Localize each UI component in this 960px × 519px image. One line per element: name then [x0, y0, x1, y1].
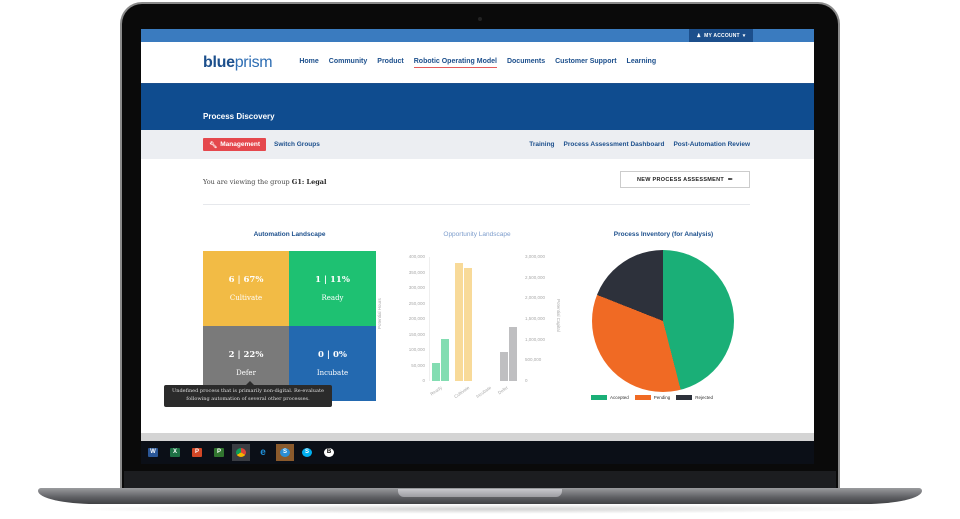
my-account-button[interactable]: ♟ MY ACCOUNT ▾	[689, 29, 753, 42]
legend-swatch	[591, 395, 607, 401]
training-link[interactable]: Training	[529, 141, 555, 148]
laptop-chin	[124, 471, 836, 490]
internet-explorer-icon: e	[260, 447, 266, 458]
management-button[interactable]: 🔧︎ Management	[203, 138, 266, 151]
switch-groups-link[interactable]: Switch Groups	[274, 141, 320, 148]
automation-landscape-title: Automation Landscape	[253, 231, 326, 238]
y-tick-label: 50,000	[411, 362, 425, 368]
taskbar-excel[interactable]: X	[166, 444, 184, 461]
opportunity-bar-chart	[429, 257, 519, 381]
y-tick-label: 200,000	[408, 316, 425, 321]
y2-tick-label: 2,000,000	[525, 295, 546, 301]
nav-home[interactable]: Home	[299, 57, 319, 65]
y2-tick-label: 0	[525, 378, 528, 383]
taskbar-powerpoint[interactable]: P	[188, 444, 206, 461]
main-nav: Home Community Product Robotic Operating…	[299, 58, 656, 68]
taskbar-project[interactable]: P	[210, 444, 228, 461]
word-icon: W	[148, 448, 158, 457]
bar-defer-hours[interactable]	[499, 351, 508, 381]
nav-documents[interactable]: Documents	[506, 57, 546, 65]
screen: ♟ MY ACCOUNT ▾ blueprism Home Community …	[141, 29, 814, 464]
wrench-icon: 🔧︎	[209, 141, 218, 149]
laptop-shadow	[60, 504, 900, 514]
page-title: Process Discovery	[203, 112, 275, 121]
opportunity-landscape-title: Opportunity Landscape	[443, 231, 511, 238]
x-tick-label: Incubate	[475, 385, 493, 399]
process-inventory-pie-chart[interactable]	[592, 250, 734, 392]
y-tick-label: 250,000	[408, 300, 425, 306]
horizontal-scrollbar[interactable]	[141, 433, 814, 441]
taskbar-chrome[interactable]	[232, 444, 250, 461]
y-axis-label-right: Potential Capital	[556, 299, 561, 332]
nav-customer-support[interactable]: Customer Support	[555, 57, 617, 65]
cell-ready[interactable]: 1 | 11% Ready	[289, 251, 376, 326]
pencil-icon: ✏︎	[728, 176, 733, 183]
pie-legend: Accepted Pending Rejected	[591, 395, 713, 401]
process-assessment-dashboard-link[interactable]: Process Assessment Dashboard	[563, 141, 665, 148]
legend-swatch	[676, 395, 693, 401]
skype-icon: S	[302, 448, 312, 457]
y-tick-label: 300,000	[408, 285, 425, 290]
legend-item-pending[interactable]: Pending	[634, 395, 670, 401]
legend-item-accepted[interactable]: Accepted	[591, 395, 629, 401]
project-icon: P	[214, 448, 224, 457]
automation-landscape-matrix: 6 | 67% Cultivate 1 | 11% Ready 2 | 22% …	[203, 251, 376, 401]
y-tick-label: 100,000	[408, 347, 425, 352]
other-app-icon: B	[324, 448, 334, 457]
defer-tooltip: Undefined process that is primarily non-…	[164, 381, 332, 407]
chrome-icon	[236, 448, 246, 457]
cell-cultivate[interactable]: 6 | 67% Cultivate	[203, 251, 289, 326]
taskbar-word[interactable]: W	[144, 444, 162, 461]
powerpoint-icon: P	[192, 448, 202, 457]
x-tick-label: Ready	[429, 385, 443, 397]
legend-item-rejected[interactable]: Rejected	[676, 395, 713, 401]
y-tick-label: 150,000	[408, 331, 425, 337]
skype-business-icon: S	[280, 448, 290, 457]
blueprism-logo[interactable]: blueprism	[203, 53, 273, 71]
y-tick-label: 0	[422, 378, 425, 383]
caret-down-icon: ▾	[742, 32, 746, 39]
bar-ready-hours[interactable]	[432, 363, 440, 381]
x-tick-label: Cultivate	[452, 385, 470, 400]
bar-cultivate-capital[interactable]	[463, 267, 472, 381]
taskbar-skype[interactable]: S	[298, 444, 316, 461]
taskbar-internet-explorer[interactable]: e	[254, 444, 272, 461]
bar-ready-capital[interactable]	[441, 339, 449, 381]
taskbar-other-app[interactable]: B	[320, 444, 338, 461]
y2-tick-label: 2,500,000	[525, 274, 546, 280]
post-automation-review-link[interactable]: Post-Automation Review	[673, 141, 750, 148]
y-tick-label: 400,000	[408, 254, 425, 259]
y2-tick-label: 3,000,000	[525, 254, 546, 259]
x-tick-label: Defer	[496, 385, 509, 396]
taskbar-skype-business[interactable]: S	[276, 444, 294, 461]
y-axis-label-left: Potential Hours	[377, 298, 382, 329]
top-bar: ♟ MY ACCOUNT ▾	[141, 29, 814, 42]
process-inventory-title: Process Inventory (for Analysis)	[613, 231, 714, 238]
user-icon: ♟	[696, 32, 702, 39]
legend-swatch	[634, 395, 651, 401]
nav-learning[interactable]: Learning	[626, 57, 657, 65]
sub-navbar: 🔧︎ Management Switch Groups Training Pro…	[141, 130, 814, 159]
y2-tick-label: 500,000	[525, 357, 542, 363]
sub-nav-right: Training Process Assessment Dashboard Po…	[529, 141, 750, 148]
divider	[203, 204, 750, 205]
nav-product[interactable]: Product	[377, 57, 404, 65]
bar-defer-capital[interactable]	[508, 326, 517, 381]
y2-tick-label: 1,500,000	[525, 316, 546, 321]
main-navbar: blueprism Home Community Product Robotic…	[141, 42, 814, 84]
nav-community[interactable]: Community	[328, 57, 368, 65]
y2-tick-label: 1,000,000	[525, 336, 546, 342]
new-process-assessment-button[interactable]: NEW PROCESS ASSESSMENT ✏︎	[620, 171, 750, 188]
camera-icon	[478, 17, 482, 21]
group-info: You are viewing the group G1: Legal	[203, 178, 327, 186]
laptop-notch	[398, 489, 562, 497]
y-tick-label: 350,000	[408, 269, 425, 275]
bar-cultivate-hours[interactable]	[454, 263, 463, 381]
group-name: G1: Legal	[291, 178, 327, 186]
nav-robotic-operating-model[interactable]: Robotic Operating Model	[413, 58, 497, 68]
excel-icon: X	[170, 448, 180, 457]
page-header: Process Discovery	[141, 84, 814, 130]
